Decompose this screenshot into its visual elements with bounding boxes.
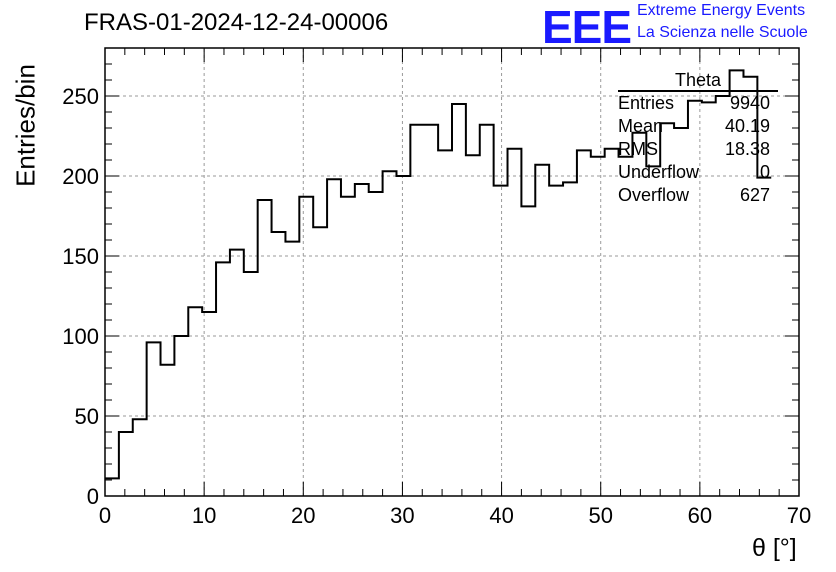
- y-tick-label: 0: [87, 484, 99, 509]
- x-tick-label: 30: [390, 503, 414, 528]
- stats-row: Overflow 627: [610, 184, 778, 207]
- histogram-series: [105, 69, 772, 480]
- y-axis-label: Entries/bin: [10, 64, 41, 187]
- stats-row: Mean 40.19: [610, 115, 778, 138]
- brand-line-2: La Scienza nelle Scuole: [637, 24, 808, 41]
- y-tick-label: 250: [62, 84, 99, 109]
- stats-value: 9940: [729, 93, 770, 113]
- chart-title: FRAS-01-2024-12-24-00006: [84, 9, 389, 36]
- stats-row: RMS 18.38: [610, 138, 778, 161]
- x-tick-label: 20: [291, 503, 315, 528]
- stats-title: Theta: [618, 70, 778, 92]
- stats-label: Underflow: [618, 162, 700, 182]
- stats-value: 18.38: [724, 139, 770, 159]
- brand-line-1: Extreme Energy Events: [637, 2, 806, 19]
- x-tick-label: 40: [489, 503, 513, 528]
- stats-value: 627: [739, 185, 770, 205]
- stats-row: Underflow 0: [610, 161, 778, 184]
- x-tick-label: 70: [787, 503, 811, 528]
- tick-labels: 0 10 20 30 40 50 60 70 0 50 100 150 200 250: [62, 84, 811, 528]
- y-tick-label: 150: [62, 244, 99, 269]
- x-tick-label: 0: [99, 503, 111, 528]
- x-axis-label: θ [°]: [752, 534, 797, 562]
- x-tick-label: 50: [588, 503, 612, 528]
- stats-box: Theta Entries 9940 Mean 40.19 RMS 18.38 Und…: [610, 70, 778, 207]
- eee-logo: EEE: [542, 1, 632, 53]
- y-tick-label: 200: [62, 164, 99, 189]
- stats-row: Entries 9940: [610, 92, 778, 115]
- y-tick-label: 50: [75, 404, 99, 429]
- plot-frame: [104, 47, 800, 497]
- stats-label: RMS: [618, 139, 658, 159]
- stats-value: 40.19: [724, 116, 770, 136]
- stats-label: Entries: [618, 93, 675, 113]
- grid-lines: [105, 48, 799, 496]
- stats-label: Overflow: [618, 185, 690, 205]
- x-tick-label: 10: [192, 503, 216, 528]
- y-tick-label: 100: [62, 324, 99, 349]
- stats-value: 0: [759, 162, 770, 182]
- x-tick-label: 60: [688, 503, 712, 528]
- stats-label: Mean: [618, 116, 664, 136]
